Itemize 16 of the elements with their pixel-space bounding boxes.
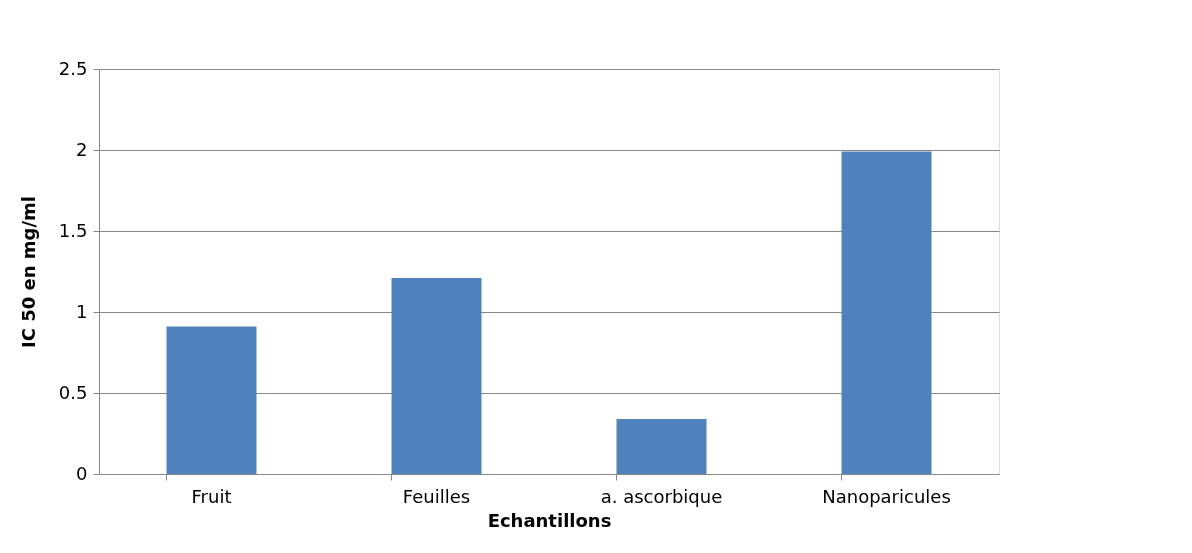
x-tick-label: a. ascorbique [600, 485, 723, 507]
y-tick-label: 0.5 [58, 381, 88, 403]
y-axis-title: IC 50 en mg/ml [17, 196, 39, 348]
y-tick-label: 2.5 [58, 57, 88, 79]
y-tick-label: 2 [76, 138, 88, 160]
x-tick-label: Nanoparicules [822, 485, 951, 507]
y-tick-label: 1 [76, 300, 88, 322]
bar [841, 151, 932, 474]
bar [391, 277, 482, 474]
y-tick-label: 0 [76, 462, 88, 484]
bar [616, 418, 707, 474]
bar [166, 326, 257, 474]
x-axis-title: Echantillons [487, 509, 612, 531]
x-tick-label: Feuilles [402, 485, 471, 507]
x-tick-label: Fruit [191, 485, 232, 507]
y-tick-label: 1.5 [58, 219, 88, 241]
